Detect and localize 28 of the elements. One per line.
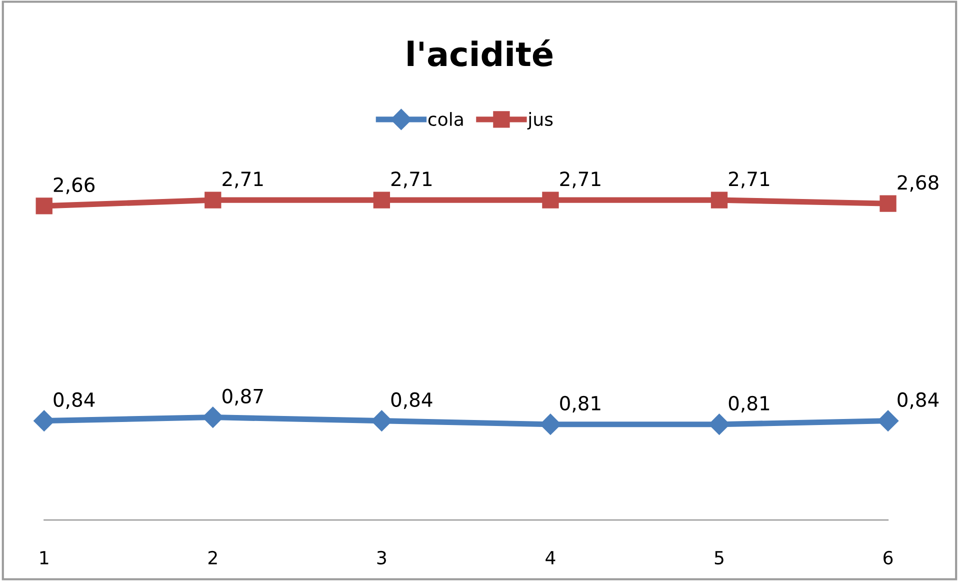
data-label: 2,68 <box>898 175 938 192</box>
point <box>373 192 390 208</box>
data-label: 2,71 <box>729 172 770 188</box>
point <box>880 195 896 212</box>
data-label: 0,81 <box>560 396 600 413</box>
x-tick-label: 3 <box>377 550 386 565</box>
x-tick-label: 1 <box>40 551 48 564</box>
data-label: 0,84 <box>898 392 939 410</box>
data-label: 2,71 <box>560 172 600 188</box>
legend-label: cola <box>428 112 463 126</box>
data-label: 0,84 <box>391 392 432 410</box>
chart-title: l'acidité <box>408 39 552 66</box>
data-label: 2,71 <box>222 172 263 188</box>
data-label: 2,66 <box>54 177 95 194</box>
x-tick-label: 5 <box>714 551 724 565</box>
x-tick-label: 2 <box>208 550 217 564</box>
data-label: 0,84 <box>54 392 95 410</box>
point <box>710 192 728 208</box>
point <box>36 198 52 214</box>
point <box>878 410 899 432</box>
x-tick-label: 4 <box>546 551 556 564</box>
x-tick-label: 6 <box>884 550 893 565</box>
point <box>542 192 559 208</box>
legend-label: jus <box>527 112 553 130</box>
data-label: 2,71 <box>391 172 432 188</box>
data-label: 0,81 <box>728 396 770 413</box>
point <box>204 192 222 208</box>
data-label: 0,87 <box>222 388 263 406</box>
